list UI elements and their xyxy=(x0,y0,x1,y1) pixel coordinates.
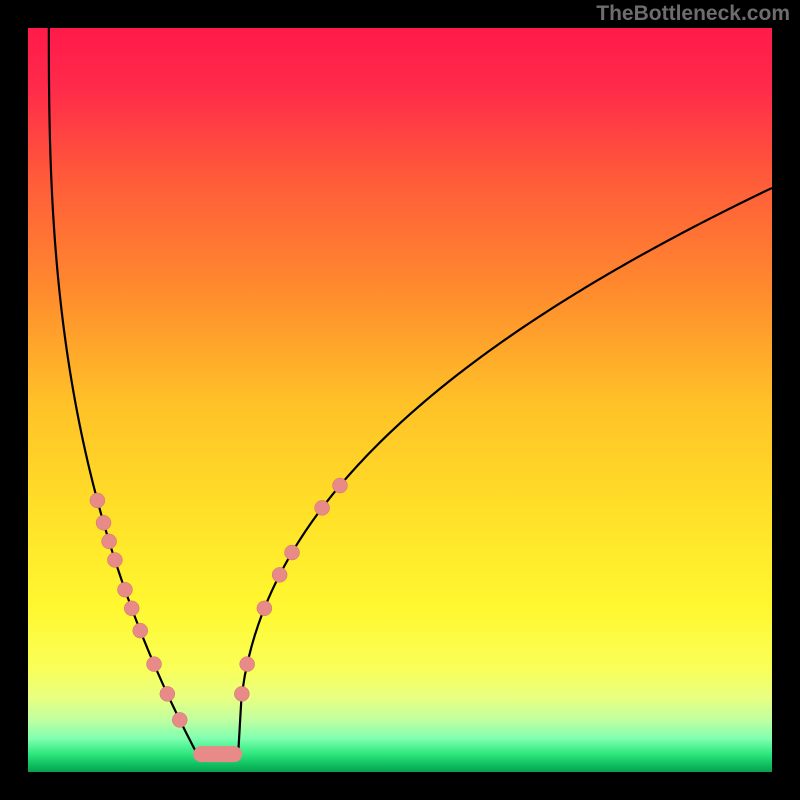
left-marker xyxy=(96,515,111,530)
bottleneck-curve xyxy=(49,28,772,754)
valley-pill-marker xyxy=(193,746,242,762)
right-marker xyxy=(240,657,255,672)
right-marker xyxy=(332,478,347,493)
right-marker xyxy=(315,500,330,515)
right-marker xyxy=(285,545,300,560)
right-marker xyxy=(234,686,249,701)
left-marker xyxy=(160,686,175,701)
left-marker xyxy=(117,582,132,597)
right-marker xyxy=(272,567,287,582)
left-marker xyxy=(172,712,187,727)
left-marker xyxy=(90,493,105,508)
curve-overlay xyxy=(0,0,800,800)
left-marker xyxy=(102,534,117,549)
left-marker xyxy=(107,552,122,567)
left-marker xyxy=(147,657,162,672)
right-marker xyxy=(257,601,272,616)
left-marker xyxy=(133,623,148,638)
chart-container: TheBottleneck.com xyxy=(0,0,800,800)
left-marker xyxy=(124,601,139,616)
watermark-text: TheBottleneck.com xyxy=(596,2,790,26)
